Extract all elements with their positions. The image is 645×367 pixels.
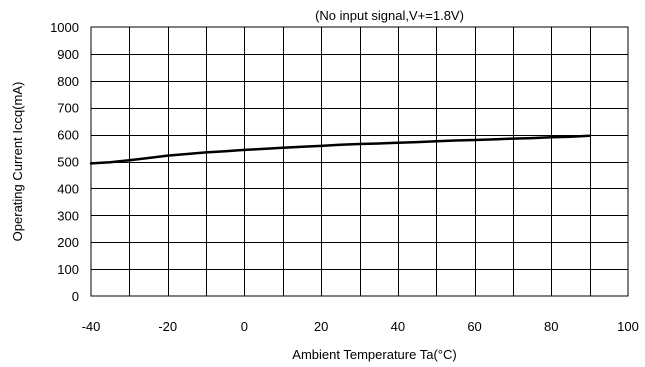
y-tick-label: 0: [72, 289, 79, 304]
y-tick-labels: 0 100 200 300 400 500 600 700 800 900 1000: [50, 20, 79, 304]
y-tick-label: 400: [57, 181, 79, 196]
y-tick-label: 700: [57, 101, 79, 116]
y-tick-label: 900: [57, 47, 79, 62]
y-axis-label: Operating Current Iccq(mA): [10, 82, 25, 242]
y-tick-label: 800: [57, 74, 79, 89]
x-tick-label: 40: [391, 319, 405, 334]
y-tick-label: 100: [57, 262, 79, 277]
x-tick-label: 0: [241, 319, 248, 334]
y-tick-label: 1000: [50, 20, 79, 35]
series-layer: [89, 134, 591, 165]
series-line: [89, 134, 591, 165]
plot-frame: [90, 26, 629, 297]
y-tick-label: 500: [57, 155, 79, 170]
grid: [91, 27, 628, 296]
x-tick-label: 80: [544, 319, 558, 334]
y-tick-label: 200: [57, 235, 79, 250]
x-tick-label: 100: [617, 319, 639, 334]
x-tick-labels: -40 -20 0 20 40 60 80 100: [82, 319, 639, 334]
x-tick-label: -20: [158, 319, 177, 334]
x-tick-label: 20: [314, 319, 328, 334]
x-tick-label: -40: [82, 319, 101, 334]
y-tick-label: 600: [57, 128, 79, 143]
y-tick-label: 300: [57, 208, 79, 223]
chart-title: (No input signal,V+=1.8V): [315, 8, 464, 23]
x-axis-label: Ambient Temperature Ta(°C): [292, 347, 456, 362]
x-tick-label: 60: [467, 319, 481, 334]
